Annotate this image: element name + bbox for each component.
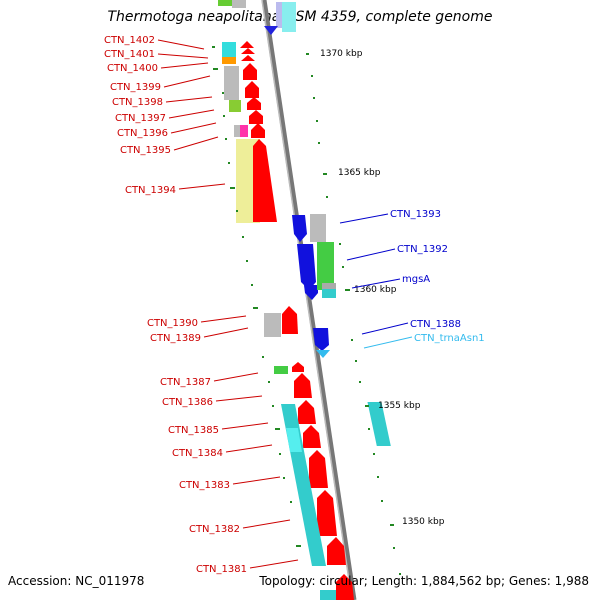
gene-arrow-partial-bottom: [336, 574, 354, 600]
map-title: Thermotoga neapolitana DSM 4359, complet…: [107, 9, 493, 25]
gene-annot-cyan: [222, 42, 236, 58]
gene-arrow-ctn-1398: [245, 81, 259, 98]
gene-label-ctn-1382: CTN_1382: [189, 524, 240, 535]
gene-arrow-ctn-1401: [241, 48, 255, 54]
gene-arrow-ctn-1402: [240, 41, 254, 48]
gene-label-ctn-1389: CTN_1389: [150, 333, 201, 344]
ruler-tick-label: 1355 kbp: [378, 401, 421, 411]
accession-label: Accession: NC_011978: [8, 574, 145, 588]
ruler-tick-label: 1370 kbp: [320, 49, 363, 59]
gene-annot-gray-partial: [322, 283, 336, 289]
gene-label-ctn-1397: CTN_1397: [115, 113, 166, 124]
ruler-dots: [306, 53, 401, 575]
gene-annot-cyan-mgsa: [322, 288, 336, 298]
ruler-tick-label: 1350 kbp: [402, 517, 445, 527]
gene-label-ctn-1401: CTN_1401: [104, 49, 155, 60]
gene-arrow-ctn-1382: [317, 490, 337, 536]
genome-stats-label: Topology: circular; Length: 1,884,562 bp…: [259, 574, 589, 588]
gene-arrow-ctn-1400: [241, 55, 255, 61]
gene-annot-gray-1396: [234, 125, 241, 137]
gene-label-ctn-1390: CTN_1390: [147, 318, 198, 329]
gene-arrow-ctn-1395: [251, 123, 265, 138]
gene-label-ctn-1392: CTN_1392: [397, 244, 448, 255]
gene-arrow-mgsa: [304, 285, 318, 300]
gene-arrow-ctn-1399: [243, 63, 257, 80]
gene-arrow-ctn-1383: [309, 450, 328, 488]
leader-lines-left: [157, 39, 299, 569]
gene-arrow-ctn-1393: [292, 215, 307, 242]
gene-annot-cyan-bright: [286, 428, 302, 452]
gene-label-ctn-1402: CTN_1402: [104, 35, 155, 46]
gene-label-ctn-1399: CTN_1399: [110, 82, 161, 93]
gene-arrow-ctn-1387: [292, 362, 304, 372]
genome-backbone-highlight: [261, 0, 353, 600]
gene-annot-green-1392: [317, 242, 334, 290]
gene-annot-gray-1389: [264, 313, 281, 337]
gene-arrow-ctn-1381: [327, 537, 346, 565]
gene-annot-gray-1399: [224, 66, 239, 100]
gene-arrow-ctn-1385: [298, 400, 316, 424]
gene-annot-magenta-1396: [240, 125, 248, 137]
gene-label-ctn-1400: CTN_1400: [107, 63, 158, 74]
gene-label-ctn-1384: CTN_1384: [172, 448, 223, 459]
gene-label-ctn-1383: CTN_1383: [179, 480, 230, 491]
ruler-tick-label: 1365 kbp: [338, 168, 381, 178]
gene-label-ctn-1396: CTN_1396: [117, 128, 168, 139]
gene-arrow-ctn-1384: [303, 425, 321, 448]
partial-feature-gray: [232, 0, 246, 8]
gene-arrow-ctn-1394: [253, 139, 277, 222]
gene-arrow-ctn-1397: [247, 97, 261, 110]
gene-label-mgsa: mgsA: [402, 274, 430, 285]
partial-feature-cyan: [282, 2, 296, 32]
gene-annot-orange: [222, 57, 236, 64]
gene-annot-green-1387: [274, 366, 288, 374]
gene-label-ctn-trnaasn1: CTN_trnaAsn1: [414, 333, 485, 344]
gene-label-ctn-1398: CTN_1398: [112, 97, 163, 108]
gene-label-ctn-1395: CTN_1395: [120, 145, 171, 156]
gene-label-ctn-1385: CTN_1385: [168, 425, 219, 436]
gene-arrow-ctn-1390: [282, 306, 298, 334]
gene-label-ctn-1387: CTN_1387: [160, 377, 211, 388]
partial-annot-cyan-bottom: [320, 590, 336, 600]
gene-label-ctn-1386: CTN_1386: [162, 397, 213, 408]
gene-label-ctn-1388: CTN_1388: [410, 319, 461, 330]
partial-feature-green: [218, 0, 232, 6]
gene-label-ctn-1393: CTN_1393: [390, 209, 441, 220]
gene-label-ctn-1394: CTN_1394: [125, 185, 176, 196]
partial-gene-blue: [264, 26, 278, 35]
gene-annot-cyan-1383-1382: [367, 402, 391, 446]
gene-arrow-ctn-1388: [313, 328, 329, 351]
gene-annot-gray-1393: [310, 214, 326, 242]
gene-arrow-ctn-1392: [297, 244, 316, 290]
leader-lines-right: [339, 213, 413, 349]
gene-arrow-ctn-1386: [294, 373, 312, 398]
ruler-tick-label: 1360 kbp: [354, 285, 397, 295]
genome-backbone: [261, 0, 357, 600]
ruler-dots-left: [212, 46, 301, 547]
gene-annot-green-1397: [229, 100, 241, 112]
gene-label-ctn-1381: CTN_1381: [196, 564, 247, 575]
gene-arrow-ctn-1396: [249, 110, 263, 124]
trna-arrow-ctn-trnaasn1: [316, 350, 330, 358]
